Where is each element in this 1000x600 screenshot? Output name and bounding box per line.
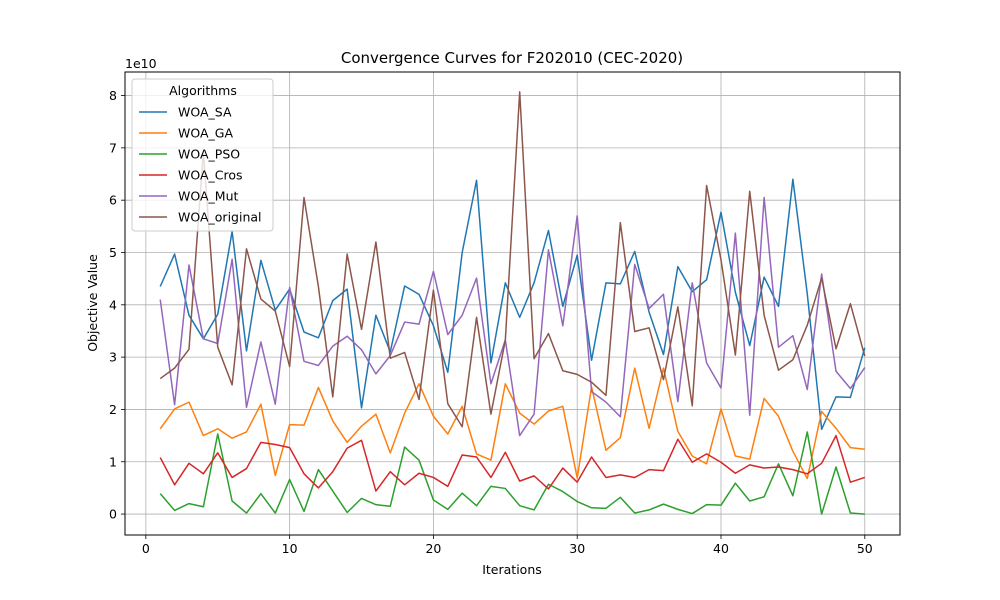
- y-tick-label: 7: [109, 140, 117, 155]
- x-tick-label: 40: [713, 541, 729, 556]
- series-line-woa-pso: [159, 431, 865, 515]
- x-tick-label: 10: [282, 541, 298, 556]
- series-line-woa-mut: [159, 196, 866, 437]
- series-line-woa-ga: [159, 367, 865, 480]
- legend-label: WOA_Mut: [178, 189, 238, 204]
- x-tick-label: 0: [142, 541, 150, 556]
- series-line-woa-cros: [159, 434, 866, 492]
- y-offset-text: 1e10: [125, 56, 157, 71]
- legend-label: WOA_original: [178, 210, 262, 225]
- legend: Algorithms WOA_SAWOA_GAWOA_PSOWOA_CrosWO…: [131, 78, 274, 232]
- legend-title: Algorithms: [169, 83, 237, 98]
- plot-area: [159, 91, 866, 515]
- y-tick-label: 6: [109, 193, 117, 208]
- y-tick-label: 5: [109, 245, 117, 260]
- x-tick-label: 20: [425, 541, 441, 556]
- y-tick-label: 0: [109, 507, 117, 522]
- y-tick-label: 8: [109, 88, 117, 103]
- x-axis-label: Iterations: [482, 562, 542, 577]
- legend-label: WOA_PSO: [178, 147, 240, 162]
- chart-title: Convergence Curves for F202010 (CEC-2020…: [341, 49, 683, 67]
- x-axis: 0 10 20 30 40 50: [142, 535, 873, 556]
- grid: [125, 72, 900, 535]
- axes-frame: [124, 71, 901, 536]
- series-line-woa-original: [159, 91, 866, 428]
- y-axis-label: Objective Value: [85, 254, 100, 352]
- y-axis: 0 1 2 3 4 5 6 7 8: [109, 88, 125, 522]
- y-tick-label: 2: [109, 402, 117, 417]
- legend-label: WOA_Cros: [178, 168, 243, 183]
- legend-box: [131, 78, 274, 232]
- legend-label: WOA_GA: [178, 126, 233, 141]
- legend-items: WOA_SA WOA_GA WOA_PSO WOA_Cros WOA_Mut WOA_or…: [139, 105, 262, 225]
- y-tick-label: 3: [109, 350, 117, 365]
- x-tick-label: 50: [857, 541, 873, 556]
- x-tick-label: 30: [569, 541, 585, 556]
- y-tick-label: 1: [109, 454, 117, 469]
- series-line-woa-sa: [159, 178, 866, 431]
- legend-label: WOA_SA: [178, 105, 232, 120]
- y-tick-label: 4: [109, 297, 117, 312]
